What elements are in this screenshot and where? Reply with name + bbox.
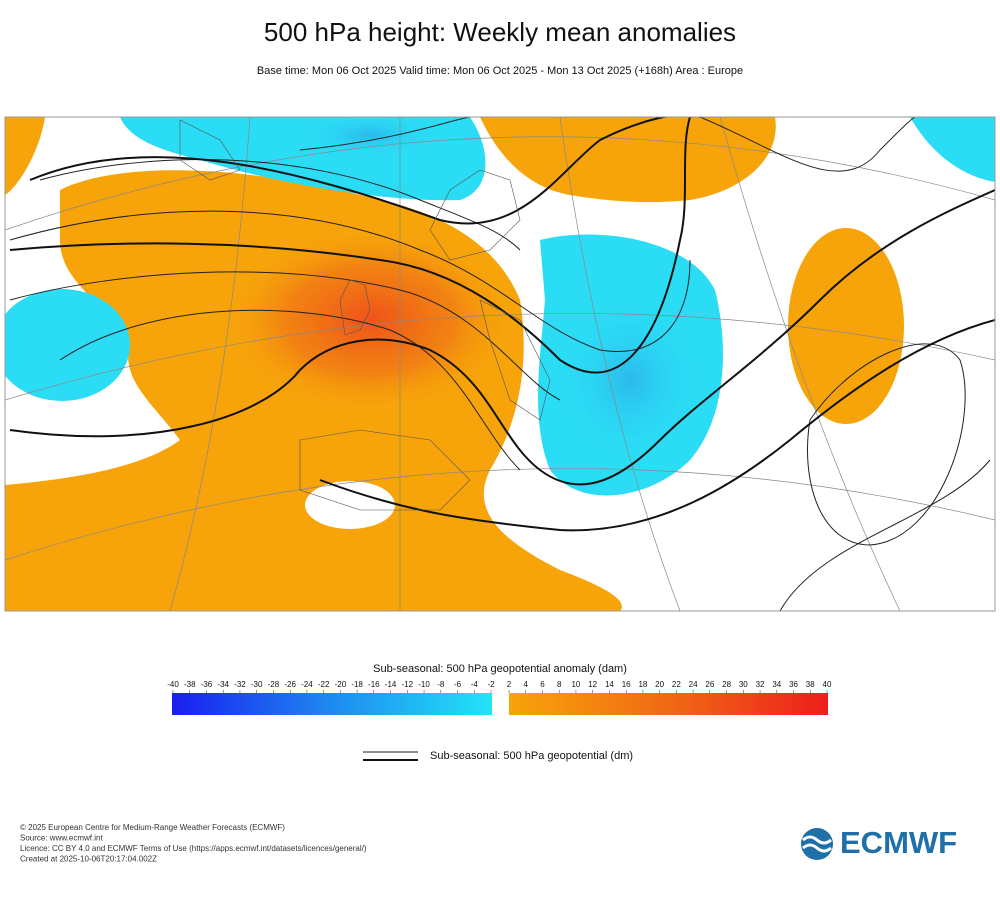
colorbar-tick-label: -2 <box>487 680 495 689</box>
colorbar-tick-label: 20 <box>655 680 664 689</box>
colorbar-tick-label: -28 <box>268 680 280 689</box>
logo-text: ECMWF <box>840 825 957 860</box>
positive-anomaly <box>480 117 776 203</box>
colorbar-tick-label: -38 <box>184 680 196 689</box>
legend-label: Sub-seasonal: 500 hPa geopotential (dm) <box>430 750 633 762</box>
footer-line: © 2025 European Centre for Medium-Range … <box>20 823 285 832</box>
negative-core <box>560 300 700 460</box>
logo: ECMWF <box>801 825 957 860</box>
colorbar-tick-label: 14 <box>605 680 614 689</box>
colorbar-tick-label: 12 <box>588 680 597 689</box>
colorbar-tick-label: 38 <box>806 680 815 689</box>
colorbar-tick-label: -26 <box>284 680 296 689</box>
colorbar-tick-label: -18 <box>351 680 363 689</box>
colorbar-tick-label: -20 <box>335 680 347 689</box>
colorbar-tick-label: 40 <box>823 680 832 689</box>
colorbar-tick-label: -24 <box>301 680 313 689</box>
colorbar-tick-label: -6 <box>454 680 462 689</box>
geopotential-contours-main <box>9 117 995 532</box>
negative-anomaly <box>910 117 995 182</box>
geopotential-contours <box>9 117 991 611</box>
positive-anomaly <box>788 228 904 424</box>
map <box>5 117 995 611</box>
colorbar-tick-label: 32 <box>756 680 765 689</box>
colorbar-tick-label: -8 <box>437 680 445 689</box>
colorbar-tick-label: 6 <box>540 680 545 689</box>
negative-anomaly <box>5 289 130 401</box>
colorbar-tick-label: 36 <box>789 680 798 689</box>
title: 500 hPa height: Weekly mean anomalies <box>264 17 736 47</box>
colorbar-tick-label: 10 <box>571 680 580 689</box>
colorbar-tick-label: 2 <box>507 680 512 689</box>
positive-anomaly <box>5 117 45 195</box>
colorbar-positive <box>509 693 828 715</box>
negative-core <box>300 117 440 157</box>
colorbar-label: Sub-seasonal: 500 hPa geopotential anoma… <box>373 663 627 675</box>
colorbar-tick-label: 8 <box>557 680 562 689</box>
colorbar-tick-label: -34 <box>217 680 229 689</box>
footer: © 2025 European Centre for Medium-Range … <box>20 823 367 864</box>
colorbar-tick-label: -14 <box>385 680 397 689</box>
colorbar-tick-label: -30 <box>251 680 263 689</box>
footer-line: Created at 2025-10-06T20:17:04.002Z <box>20 855 157 864</box>
colorbar-tick-label: -4 <box>471 680 479 689</box>
colorbar-tick-label: -10 <box>418 680 430 689</box>
colorbar-tick-label: 22 <box>672 680 681 689</box>
colorbar-tick-label: -36 <box>201 680 213 689</box>
graticule <box>5 117 995 611</box>
subtitle: Base time: Mon 06 Oct 2025 Valid time: M… <box>257 65 743 77</box>
colorbar-tick-label: 26 <box>705 680 714 689</box>
colorbar-tick-label: 34 <box>772 680 781 689</box>
colorbar-negative <box>172 693 492 715</box>
colorbar-tick-label: 18 <box>638 680 647 689</box>
colorbar-tick-label: -16 <box>368 680 380 689</box>
colorbar-tick-label: 28 <box>722 680 731 689</box>
colorbar-tick-label: -22 <box>318 680 330 689</box>
colorbar-ticks: -40 -38 -36 -34 -32 -30 -28 -26 -24 -22 -20 -18 -16-… <box>167 680 832 693</box>
colorbar-tick-label: 24 <box>689 680 698 689</box>
colorbar-tick-label: -12 <box>402 680 414 689</box>
coastlines <box>179 119 551 511</box>
colorbar-tick-label: 4 <box>524 680 529 689</box>
positive-core <box>230 230 510 410</box>
colorbar-tick-label: -32 <box>234 680 246 689</box>
footer-line: Licence: CC BY 4.0 and ECMWF Terms of Us… <box>20 844 367 853</box>
colorbar-tick-label: 16 <box>622 680 631 689</box>
map-frame <box>4 116 996 612</box>
colorbar-tick-label: -40 <box>167 680 179 689</box>
colorbar-tick-label: 30 <box>739 680 748 689</box>
footer-line: Source: www.ecmwf.int <box>20 834 103 843</box>
neutral-area <box>305 481 395 529</box>
